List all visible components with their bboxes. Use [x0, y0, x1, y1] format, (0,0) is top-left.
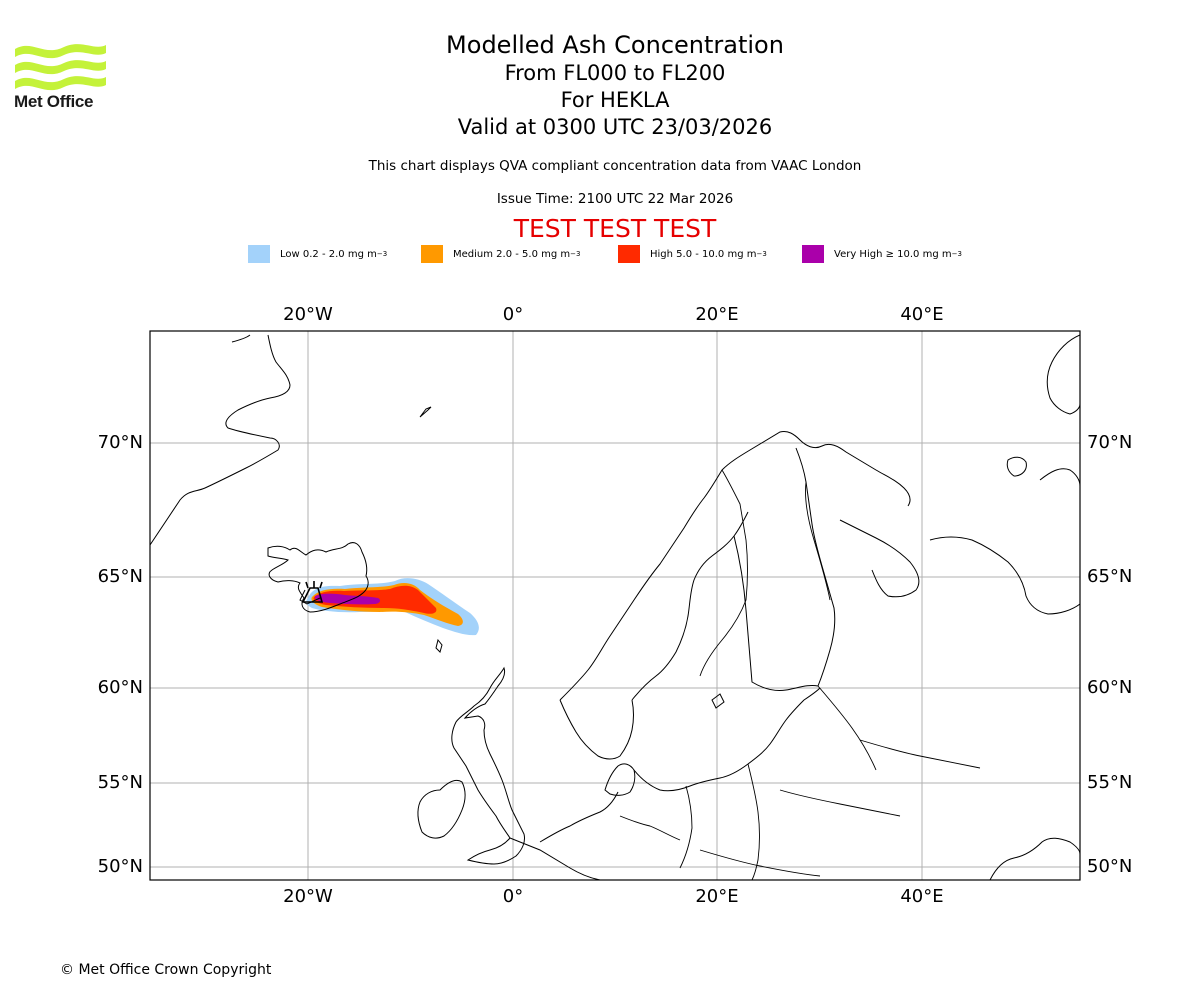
lon-tick-20w-bottom: 20°W: [283, 886, 333, 907]
coast-iceland: [267, 542, 369, 613]
coastlines: [150, 334, 1080, 880]
lat-tick-60n-left: 60°N: [98, 677, 143, 698]
legend-item-low: Low 0.2 - 2.0 mg m −3: [248, 244, 387, 264]
ash-plume: [306, 578, 479, 636]
coast-sweden-east: [631, 511, 749, 701]
legend-swatch-low: [248, 245, 270, 263]
copyright: © Met Office Crown Copyright: [60, 962, 272, 978]
graticule: [150, 331, 1080, 880]
lon-tick-20e-top: 20°E: [695, 304, 738, 325]
coast-continent: [509, 791, 619, 880]
legend-item-high: High 5.0 - 10.0 mg m −3: [618, 244, 767, 264]
coast-scandinavia: [559, 431, 911, 701]
lat-tick-65n-left: 65°N: [98, 566, 143, 587]
lat-tick-70n-right: 70°N: [1087, 432, 1132, 453]
lat-tick-labels-right: 70°N 65°N 60°N 55°N 50°N: [1087, 432, 1132, 877]
lon-tick-40e-top: 40°E: [900, 304, 943, 325]
lon-tick-40e-bottom: 40°E: [900, 886, 943, 907]
coast-norway-south: [559, 699, 634, 760]
coast-kola: [839, 519, 920, 598]
lat-tick-50n-right: 50°N: [1087, 856, 1132, 877]
legend-swatch-very-high: [802, 245, 824, 263]
coast-denmark: [604, 763, 636, 796]
lon-tick-0-top: 0°: [503, 304, 523, 325]
chart-subtitle: This chart displays QVA compliant concen…: [368, 158, 862, 174]
map-frame: [149, 330, 1081, 881]
issue-time: Issue Time: 2100 UTC 22 Mar 2026: [496, 191, 734, 207]
lon-tick-labels-bottom: 20°W 0° 20°E 40°E: [283, 886, 943, 907]
coast-uk: [451, 666, 525, 865]
chart-title-block: Modelled Ash Concentration From FL000 to…: [0, 30, 1200, 141]
coast-caspian-north: [989, 837, 1080, 880]
flight-level-range: From FL000 to FL200: [504, 61, 726, 85]
met-office-wordmark: Met Office: [14, 92, 94, 111]
valid-time: Valid at 0300 UTC 23/03/2026: [457, 115, 773, 139]
lon-tick-20w-top: 20°W: [283, 304, 333, 325]
coast-ireland: [417, 779, 466, 839]
lat-tick-65n-right: 65°N: [1087, 566, 1132, 587]
coast-novaya: [1039, 468, 1080, 487]
chart-title: Modelled Ash Concentration: [446, 31, 784, 59]
legend-label-low: Low 0.2 - 2.0 mg m: [280, 248, 377, 260]
coast-baltic: [633, 687, 821, 792]
lat-tick-60n-right: 60°N: [1087, 677, 1132, 698]
legend-swatch-medium: [421, 245, 443, 263]
volcano-marker: [301, 581, 324, 603]
coast-finland: [733, 447, 836, 691]
country-borders: [619, 469, 981, 880]
lat-tick-55n-right: 55°N: [1087, 772, 1132, 793]
legend-label-high: High 5.0 - 10.0 mg m: [650, 248, 757, 260]
lat-tick-70n-left: 70°N: [98, 432, 143, 453]
ash-very-high-area: [314, 593, 381, 605]
legend-swatch-high: [618, 245, 640, 263]
volcano-name: For HEKLA: [560, 88, 670, 112]
test-banner: TEST TEST TEST: [513, 214, 717, 243]
lon-tick-20e-bottom: 20°E: [695, 886, 738, 907]
lon-tick-labels-top: 20°W 0° 20°E 40°E: [283, 304, 943, 325]
legend-item-very-high: Very High ≥ 10.0 mg m −3: [802, 244, 962, 264]
legend-label-medium: Medium 2.0 - 5.0 mg m: [453, 248, 571, 260]
lon-tick-0-bottom: 0°: [503, 886, 523, 907]
legend-item-medium: Medium 2.0 - 5.0 mg m −3: [421, 244, 580, 264]
coast-greenland: [150, 334, 291, 546]
lat-tick-50n-left: 50°N: [98, 856, 143, 877]
lat-tick-labels-left: 70°N 65°N 60°N 55°N 50°N: [98, 432, 143, 877]
met-office-logo: [15, 44, 106, 91]
lat-tick-55n-left: 55°N: [98, 772, 143, 793]
coast-white-sea: [929, 536, 1080, 615]
coast-novaya-zemlya: [1046, 334, 1080, 415]
legend-label-very-high: Very High ≥ 10.0 mg m: [834, 248, 952, 260]
